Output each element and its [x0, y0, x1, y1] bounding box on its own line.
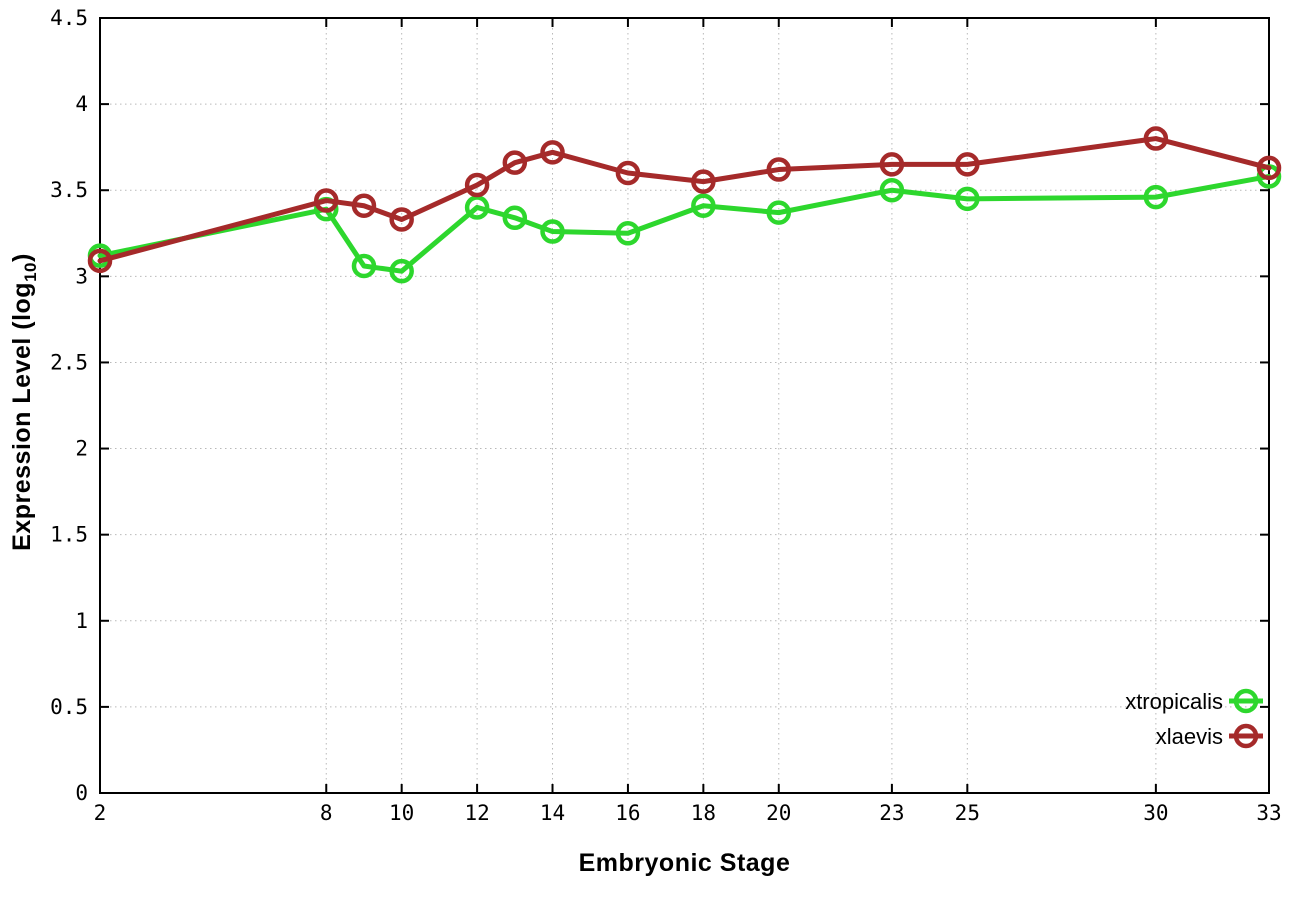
y-tick-label: 1 [75, 609, 88, 633]
x-tick-label: 14 [540, 801, 565, 825]
x-tick-label: 18 [691, 801, 716, 825]
data-point-xlaevis [691, 169, 716, 194]
gridlines [100, 18, 1269, 793]
legend-marker-xtropicalis [1233, 688, 1259, 714]
y-axis-title-text: Expression Level (log [8, 281, 36, 551]
data-point-xlaevis [1143, 126, 1169, 151]
data-point-xlaevis [87, 248, 113, 274]
tick-labels: 2 8 10 12 14 16 18 20 23 25 30 33 0 0.5 1 1.5 2 2.5 3 3.5 4 4… [50, 6, 1282, 825]
series-line-xtropicalis [97, 173, 1272, 274]
data-point-xtropicalis [766, 200, 792, 225]
data-point-xtropicalis [502, 205, 528, 231]
data-point-xlaevis [314, 188, 339, 213]
legend-marker-xlaevis [1233, 723, 1259, 749]
legend-label-xlaevis: xlaevis [1156, 724, 1223, 749]
data-point-xtropicalis [464, 195, 490, 220]
legend: xtropicalis xlaevis [1125, 688, 1263, 749]
data-point-xlaevis [464, 172, 490, 198]
y-tick-label: 0.5 [50, 695, 88, 719]
data-point-xtropicalis [389, 258, 414, 284]
data-point-xlaevis [1256, 155, 1282, 181]
series-line-xlaevis [97, 136, 1272, 264]
x-tick-label: 12 [464, 801, 489, 825]
data-point-xlaevis [955, 152, 980, 177]
x-tick-label: 8 [320, 801, 333, 825]
y-tick-label: 2.5 [50, 350, 88, 374]
data-point-xtropicalis [1143, 184, 1169, 210]
x-tick-label: 30 [1143, 801, 1168, 825]
x-axis-title: Embryonic Stage [578, 849, 791, 877]
y-axis-title-close: ) [8, 253, 36, 262]
data-point-xtropicalis [615, 221, 641, 246]
y-tick-label: 3 [75, 264, 88, 288]
y-tick-label: 3.5 [50, 178, 88, 202]
data-point-xtropicalis [540, 219, 565, 244]
data-point-xlaevis [766, 157, 792, 182]
x-tick-label: 2 [94, 801, 107, 825]
axis-ticks [99, 17, 1270, 794]
data-point-xtropicalis [351, 253, 377, 279]
series-xtropicalis [87, 164, 1282, 284]
data-point-xlaevis [615, 160, 641, 186]
y-tick-label: 2 [75, 437, 88, 461]
y-tick-label: 4 [75, 92, 88, 116]
y-axis-title: Expression Level (log10) [8, 170, 42, 634]
data-point-xlaevis [879, 152, 905, 177]
y-axis-title-subscript: 10 [21, 262, 40, 282]
x-tick-label: 16 [615, 801, 640, 825]
y-tick-label: 4.5 [50, 6, 88, 30]
x-tick-label: 25 [955, 801, 980, 825]
data-point-xtropicalis [691, 193, 716, 218]
data-point-xlaevis [502, 150, 528, 175]
data-point-xtropicalis [955, 186, 980, 212]
y-tick-label: 1.5 [50, 523, 88, 547]
plot-frame [99, 17, 1270, 794]
x-tick-label: 10 [389, 801, 414, 825]
legend-label-xtropicalis: xtropicalis [1125, 689, 1223, 714]
x-tick-label: 23 [879, 801, 904, 825]
data-point-xlaevis [389, 207, 414, 232]
data-point-xlaevis [540, 140, 565, 165]
data-point-xtropicalis [879, 177, 905, 203]
x-tick-label: 20 [766, 801, 791, 825]
x-tick-label: 33 [1256, 801, 1281, 825]
data-point-xlaevis [351, 193, 377, 218]
y-tick-label: 0 [75, 781, 88, 805]
series-xlaevis [87, 126, 1282, 274]
